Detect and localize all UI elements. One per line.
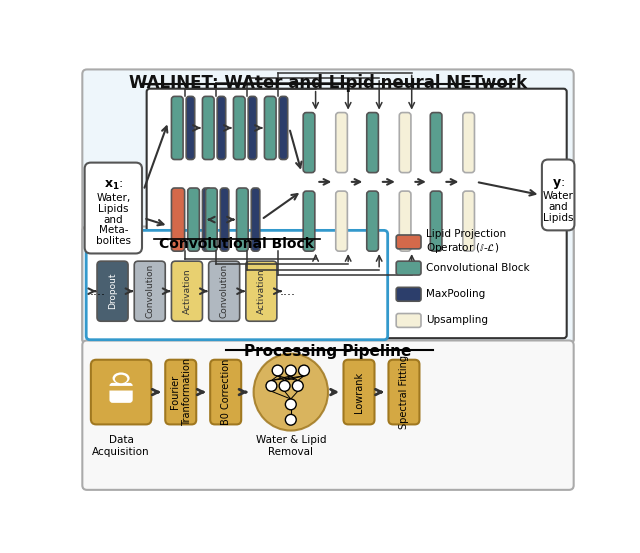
Text: Upsampling: Upsampling <box>426 315 488 326</box>
FancyBboxPatch shape <box>367 113 378 173</box>
Circle shape <box>285 399 296 410</box>
FancyBboxPatch shape <box>399 113 411 173</box>
FancyBboxPatch shape <box>86 231 388 340</box>
FancyBboxPatch shape <box>209 261 239 321</box>
Text: Convolutional Block: Convolutional Block <box>426 263 529 273</box>
FancyBboxPatch shape <box>303 113 315 173</box>
Ellipse shape <box>253 353 328 431</box>
FancyBboxPatch shape <box>463 113 474 173</box>
FancyBboxPatch shape <box>237 188 248 251</box>
FancyBboxPatch shape <box>186 96 195 159</box>
FancyBboxPatch shape <box>202 96 214 159</box>
Text: Convolution: Convolution <box>220 264 228 319</box>
Text: Lowrank: Lowrank <box>354 372 364 413</box>
FancyBboxPatch shape <box>264 96 276 159</box>
FancyBboxPatch shape <box>388 360 419 424</box>
FancyBboxPatch shape <box>172 261 202 321</box>
Text: Meta-: Meta- <box>99 226 128 236</box>
Text: Convolutional Block: Convolutional Block <box>159 237 314 251</box>
FancyBboxPatch shape <box>396 235 421 249</box>
FancyBboxPatch shape <box>172 188 184 251</box>
Text: Water & Lipid
Removal: Water & Lipid Removal <box>255 435 326 457</box>
FancyBboxPatch shape <box>396 288 421 301</box>
Text: Activation: Activation <box>257 268 266 314</box>
Text: Convolution: Convolution <box>145 264 154 319</box>
FancyBboxPatch shape <box>165 360 196 424</box>
FancyBboxPatch shape <box>84 163 142 253</box>
FancyBboxPatch shape <box>430 191 442 251</box>
Circle shape <box>279 380 290 392</box>
FancyBboxPatch shape <box>248 96 257 159</box>
Text: ....: .... <box>90 285 106 298</box>
FancyBboxPatch shape <box>109 383 132 403</box>
Circle shape <box>272 365 283 376</box>
FancyBboxPatch shape <box>303 191 315 251</box>
Ellipse shape <box>115 375 127 383</box>
FancyBboxPatch shape <box>91 360 151 424</box>
FancyBboxPatch shape <box>399 191 411 251</box>
Text: Activation: Activation <box>182 268 191 314</box>
FancyBboxPatch shape <box>246 261 277 321</box>
Text: Water: Water <box>543 191 573 201</box>
FancyBboxPatch shape <box>83 227 573 343</box>
FancyBboxPatch shape <box>202 188 211 251</box>
FancyBboxPatch shape <box>336 113 348 173</box>
FancyBboxPatch shape <box>463 191 474 251</box>
Text: $\mathbf{y}$:: $\mathbf{y}$: <box>552 177 564 191</box>
Text: Spectral Fitting: Spectral Fitting <box>399 355 409 429</box>
Text: bolites: bolites <box>96 236 131 246</box>
FancyBboxPatch shape <box>542 159 575 231</box>
FancyBboxPatch shape <box>147 88 566 338</box>
FancyBboxPatch shape <box>220 188 229 251</box>
Text: Lipid Projection
Operator ($\mathbb{I}$-$\mathcal{L}$): Lipid Projection Operator ($\mathbb{I}$-… <box>426 229 506 255</box>
FancyBboxPatch shape <box>210 360 241 424</box>
FancyBboxPatch shape <box>336 191 348 251</box>
FancyBboxPatch shape <box>396 314 421 327</box>
Circle shape <box>285 365 296 376</box>
Text: Lipids: Lipids <box>543 213 573 223</box>
Circle shape <box>285 414 296 425</box>
FancyBboxPatch shape <box>367 191 378 251</box>
Text: Dropout: Dropout <box>108 273 117 310</box>
Text: MaxPooling: MaxPooling <box>426 289 485 299</box>
FancyBboxPatch shape <box>83 341 573 490</box>
Text: Lipids: Lipids <box>98 204 129 214</box>
FancyBboxPatch shape <box>279 96 288 159</box>
Text: Water,: Water, <box>96 193 131 203</box>
Text: Fourier
Tranformation: Fourier Tranformation <box>170 358 191 426</box>
FancyBboxPatch shape <box>172 96 183 159</box>
Text: ....: .... <box>280 285 296 298</box>
Text: and: and <box>104 215 123 225</box>
FancyBboxPatch shape <box>234 96 245 159</box>
FancyBboxPatch shape <box>188 188 199 251</box>
FancyBboxPatch shape <box>430 113 442 173</box>
FancyBboxPatch shape <box>217 96 226 159</box>
Text: $\mathbf{x_1}$:: $\mathbf{x_1}$: <box>104 179 123 192</box>
Text: and: and <box>548 202 568 212</box>
FancyBboxPatch shape <box>396 261 421 275</box>
Text: Processing Pipeline: Processing Pipeline <box>244 345 412 359</box>
FancyBboxPatch shape <box>205 188 217 251</box>
Text: WALINET: WAter and LIpid neural NETwork: WALINET: WAter and LIpid neural NETwork <box>129 74 527 92</box>
FancyBboxPatch shape <box>134 261 165 321</box>
Ellipse shape <box>113 372 130 384</box>
Circle shape <box>298 365 309 376</box>
Circle shape <box>266 380 277 392</box>
Circle shape <box>292 380 303 392</box>
FancyBboxPatch shape <box>97 261 128 321</box>
FancyBboxPatch shape <box>107 386 135 390</box>
Text: Data
Acquisition: Data Acquisition <box>92 435 150 457</box>
FancyBboxPatch shape <box>83 70 573 343</box>
Text: B0 Correction: B0 Correction <box>221 359 230 425</box>
FancyBboxPatch shape <box>252 188 260 251</box>
FancyBboxPatch shape <box>344 360 374 424</box>
